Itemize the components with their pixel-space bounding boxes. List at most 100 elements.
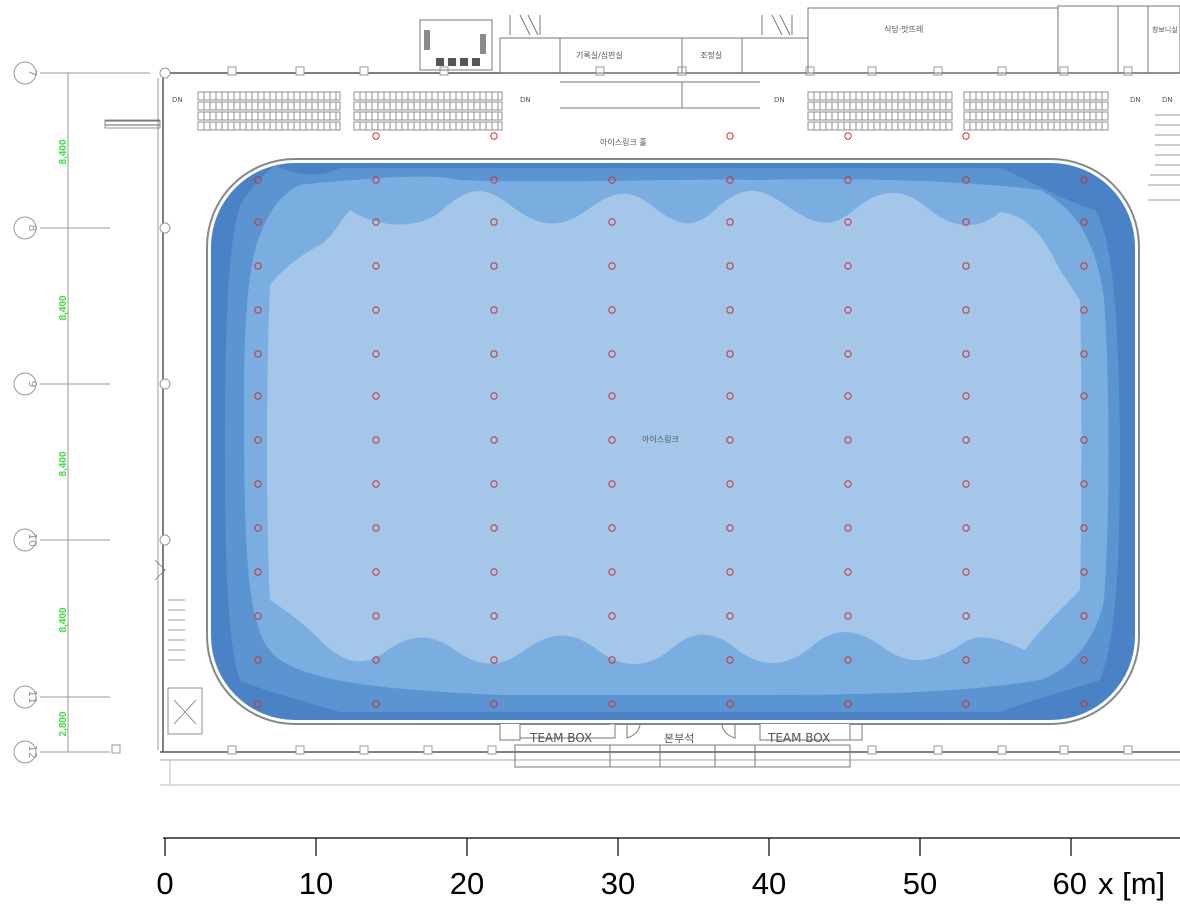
luminaire-icon <box>726 568 734 576</box>
luminaire-icon <box>490 524 498 532</box>
luminaire-icon <box>372 436 380 444</box>
luminaire-icon <box>962 218 970 226</box>
seat-row <box>197 111 341 121</box>
dim-9-10: 8,400 <box>58 451 69 476</box>
luminaire-icon <box>372 306 380 314</box>
label-rink-hall: 아이스링크 홀 <box>600 137 647 147</box>
luminaire-icon <box>608 262 616 270</box>
luminaire-icon <box>608 568 616 576</box>
team-boxes <box>499 723 863 768</box>
upper-rooms <box>419 5 1180 109</box>
grid-labels: 7 8 9 10 11 12 <box>26 70 39 760</box>
dim-7-8: 8,400 <box>58 139 69 164</box>
luminaire-icon <box>608 436 616 444</box>
grid-bubble-9 <box>13 372 37 396</box>
luminaire-icon <box>962 392 970 400</box>
luminaire-icon <box>844 436 852 444</box>
grid-reference <box>13 61 160 764</box>
x-axis: 0 10 20 30 40 50 60 x [m] <box>156 837 1180 901</box>
team-box-left: TEAM BOX <box>529 731 592 745</box>
team-box-right: TEAM BOX <box>767 731 830 745</box>
grid-bubble-7 <box>13 61 37 85</box>
luminaire-icon <box>844 306 852 314</box>
luminaire-icon <box>490 612 498 620</box>
luminaire-icon <box>726 218 734 226</box>
luminaire-icon <box>726 262 734 270</box>
luminaire-icon <box>490 568 498 576</box>
dim-11-12: 2,800 <box>58 711 69 736</box>
luminaire-icon <box>372 350 380 358</box>
luminaire-icon <box>1080 568 1088 576</box>
luminaire-icon <box>726 656 734 664</box>
luminaire-icon <box>254 306 262 314</box>
luminaire-icon <box>254 568 262 576</box>
luminaire-icon <box>726 480 734 488</box>
side-stairs <box>154 114 1180 735</box>
luminaire-icon <box>254 436 262 444</box>
luminaire-icon <box>608 392 616 400</box>
luminaire-icon <box>962 132 970 140</box>
luminaire-icon <box>844 132 852 140</box>
dimension-labels: 8,400 8,400 8,400 8,400 2,800 <box>58 139 69 736</box>
contour-light <box>267 190 1082 665</box>
room-record: 기록실/심판실 <box>576 50 623 60</box>
luminaire-icon <box>372 176 380 184</box>
luminaire-icon <box>726 306 734 314</box>
luminaire-icon <box>1080 436 1088 444</box>
luminaire-icon <box>726 392 734 400</box>
luminaire-icon <box>254 218 262 226</box>
luminaire-icon <box>372 524 380 532</box>
officials-box: 본부석 <box>664 732 694 745</box>
luminaire-icon <box>962 568 970 576</box>
luminaire-icon <box>844 700 852 708</box>
x-tick-label: 30 <box>601 866 635 901</box>
luminaire-icon <box>372 480 380 488</box>
room-storage: 창보니실 <box>1152 25 1178 34</box>
luminaire-icon <box>1080 306 1088 314</box>
luminaire-icon <box>962 306 970 314</box>
luminaire-icon <box>608 350 616 358</box>
grid-label-7: 7 <box>26 70 39 77</box>
luminaire-icon <box>372 392 380 400</box>
luminaire-icon <box>490 132 498 140</box>
luminaire-icon <box>372 700 380 708</box>
x-tick-label: 0 <box>156 866 173 901</box>
luminaire-icon <box>844 568 852 576</box>
luminaire-icon <box>372 656 380 664</box>
luminaire-icon <box>962 176 970 184</box>
luminaire-icon <box>1080 176 1088 184</box>
luminaire-icon <box>490 306 498 314</box>
x-axis-label: x [m] <box>1098 866 1165 901</box>
luminaire-icon <box>726 176 734 184</box>
x-tick-label: 20 <box>450 866 484 901</box>
room-control: 조정실 <box>700 50 722 60</box>
luminaire-icon <box>254 262 262 270</box>
label-rink: 아이스링크 <box>642 434 679 444</box>
luminaire-icon <box>1080 218 1088 226</box>
luminaire-icon <box>372 262 380 270</box>
luminaire-icon <box>962 524 970 532</box>
luminaire-icon <box>254 524 262 532</box>
dim-8-9: 8,400 <box>58 295 69 320</box>
grid-label-11: 11 <box>26 690 39 704</box>
luminaire-icon <box>962 656 970 664</box>
luminaire-icon <box>372 218 380 226</box>
luminaire-icon <box>844 218 852 226</box>
luminaire-icon <box>608 656 616 664</box>
luminaire-icon <box>490 262 498 270</box>
luminaire-icon <box>254 612 262 620</box>
luminaire-icon <box>490 350 498 358</box>
luminaire-icon <box>962 612 970 620</box>
x-tick-label: 50 <box>903 866 937 901</box>
luminaire-icon <box>1080 700 1088 708</box>
luminaire-icon <box>490 218 498 226</box>
luminaire-icon <box>726 132 734 140</box>
luminaire-icon <box>962 262 970 270</box>
luminaire-icon <box>844 392 852 400</box>
luminaire-icon <box>726 350 734 358</box>
luminaire-icon <box>254 176 262 184</box>
luminaire-icon <box>844 524 852 532</box>
luminaire-icon <box>1080 656 1088 664</box>
grid-bubble-12 <box>13 740 37 764</box>
dim-10-11: 8,400 <box>58 607 69 632</box>
